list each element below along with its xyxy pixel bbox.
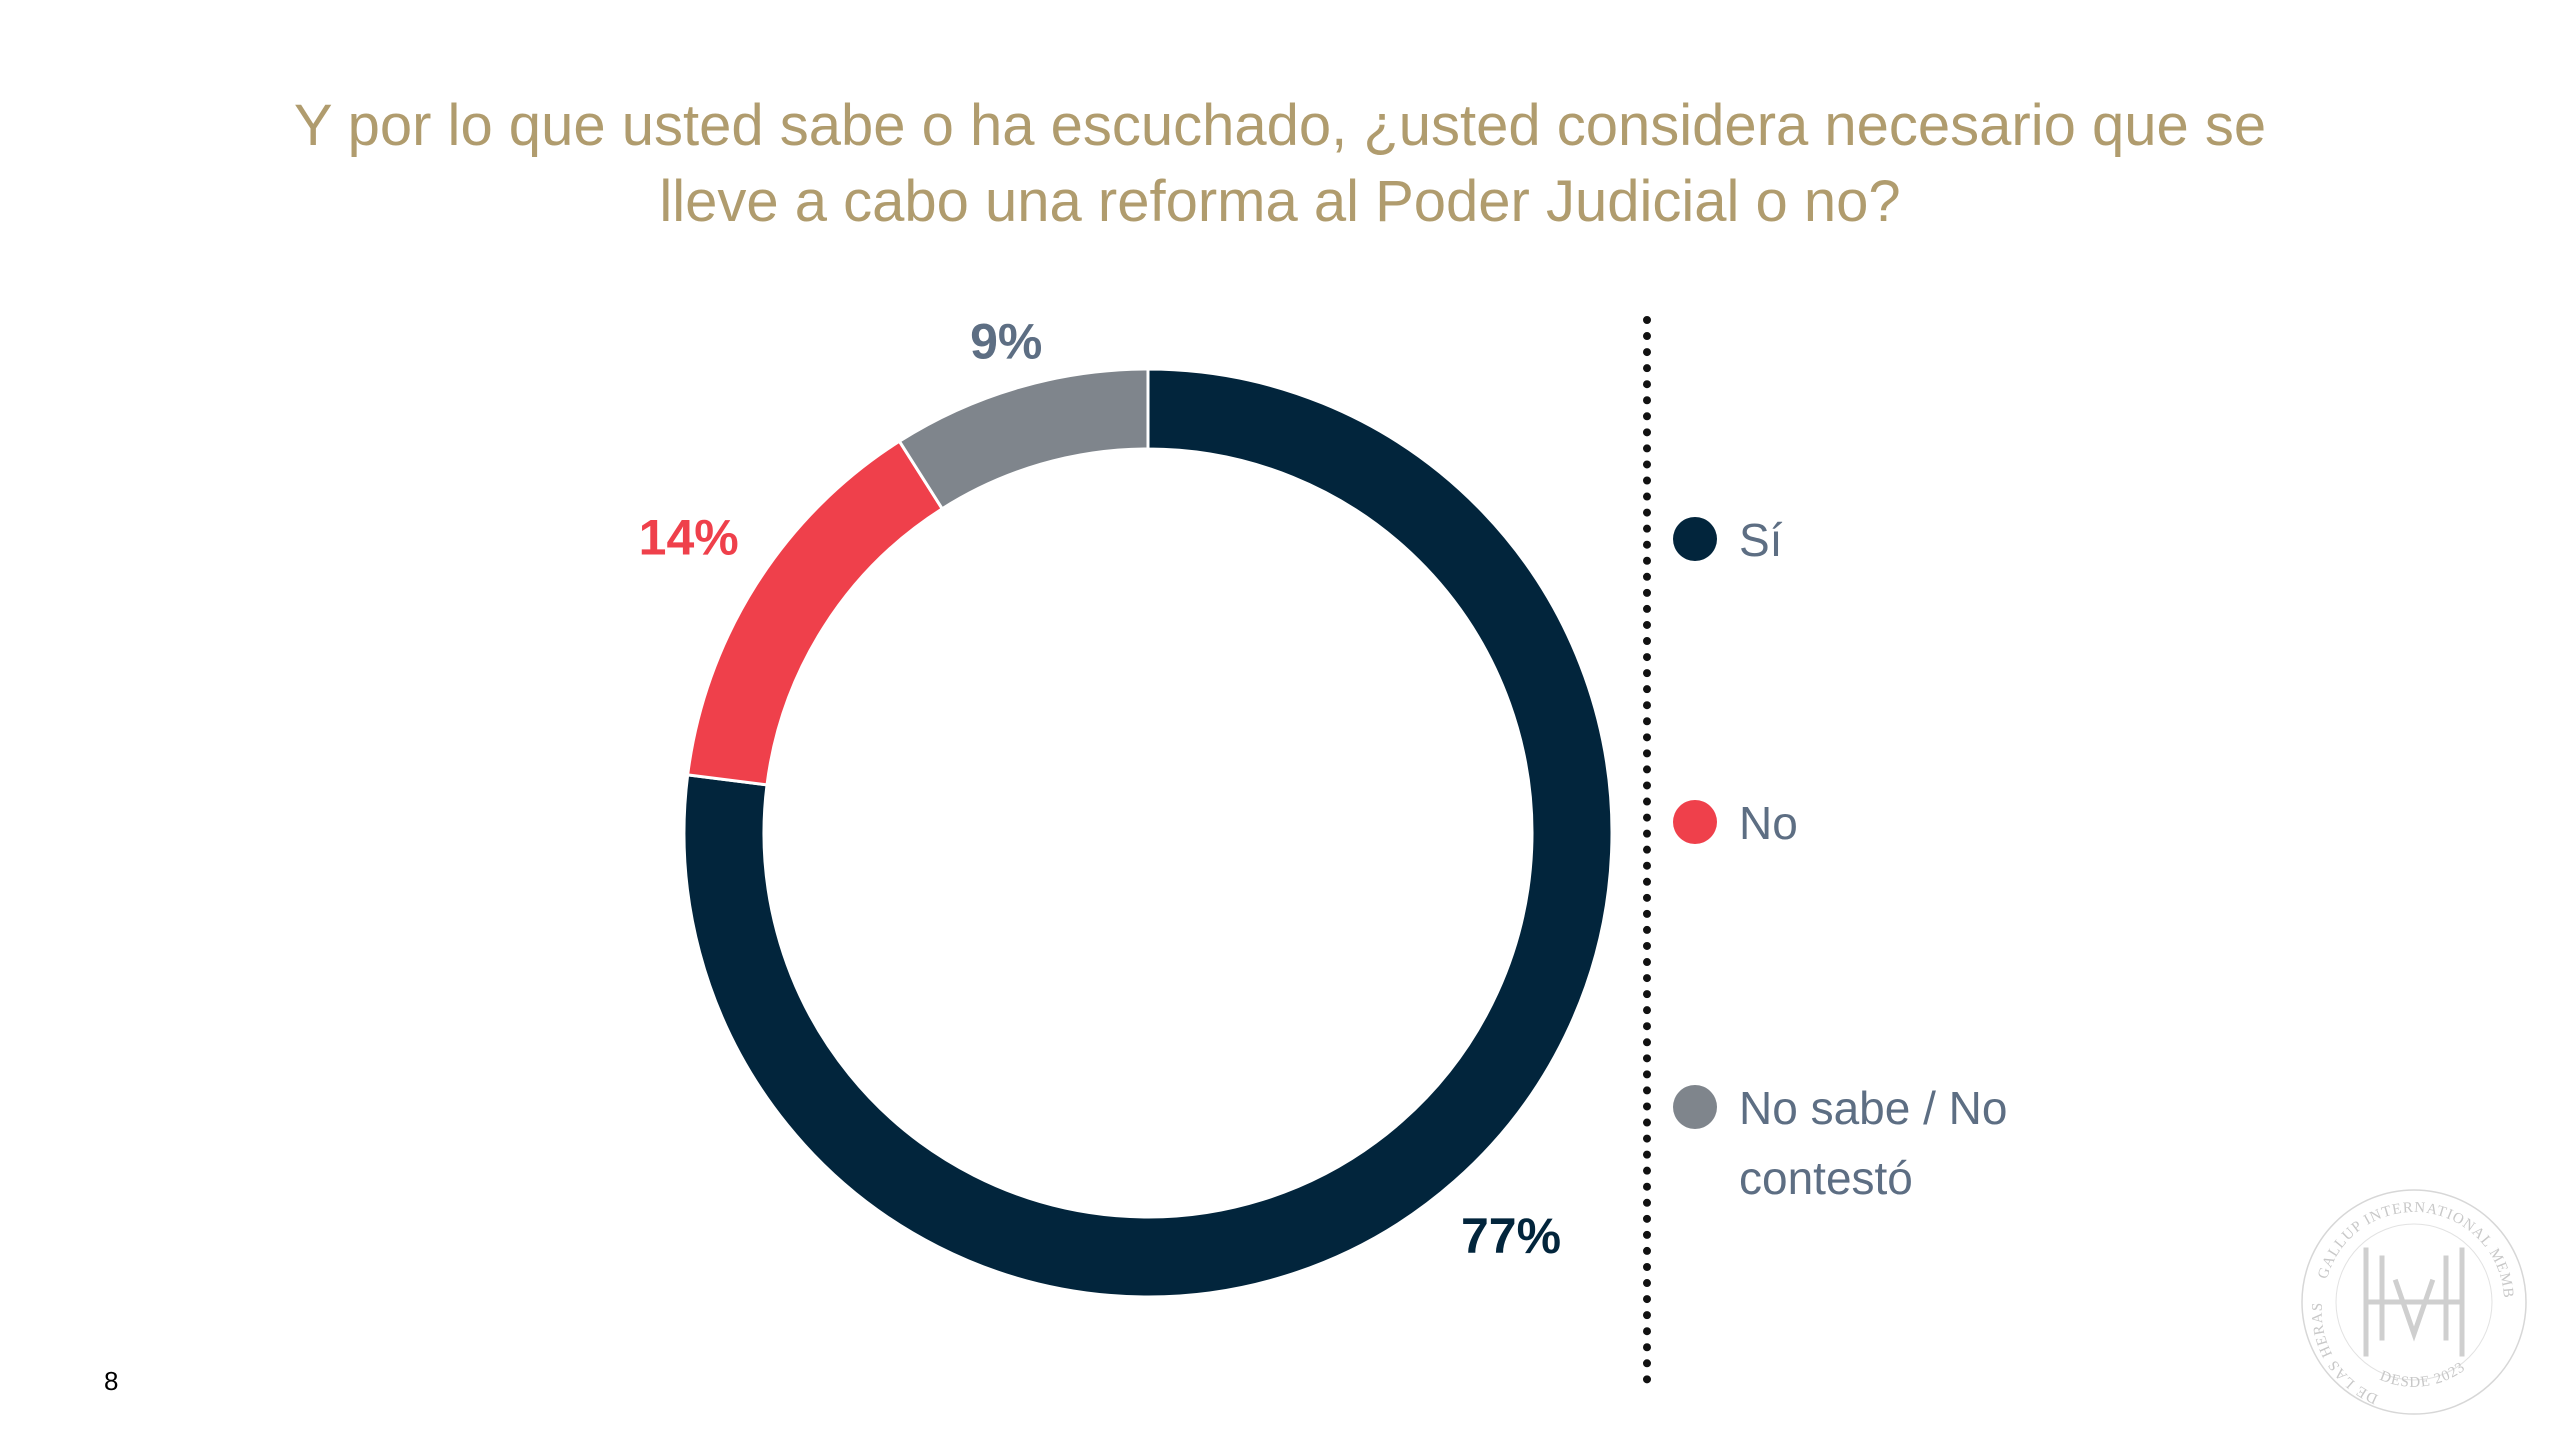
chart-title: Y por lo que usted sabe o ha escuchado, … xyxy=(0,88,2560,240)
svg-text:GALLUP INTERNATIONAL MEMBER: GALLUP INTERNATIONAL MEMBER xyxy=(2296,1184,2516,1299)
gallup-seal-logo: GALLUP INTERNATIONAL MEMBER DESDE 2023 D… xyxy=(2296,1184,2527,1415)
legend-item-no-sabe: No sabe / No contestó xyxy=(1673,1073,2099,1213)
legend-label-no: No xyxy=(1739,797,1798,849)
donut-slice-no xyxy=(685,439,945,787)
chart-title-line-2: lleve a cabo una reforma al Poder Judici… xyxy=(659,169,1901,234)
donut-slice-si xyxy=(682,367,1614,1299)
seal-ring-text-top: GALLUP INTERNATIONAL MEMBER xyxy=(2296,1184,2515,1299)
page-number: 8 xyxy=(104,1366,119,1396)
seal-ring-text-bottom: DESDE 2023 xyxy=(2378,1359,2468,1391)
legend-item-si: Sí xyxy=(1673,505,2099,575)
data-label-no: 14% xyxy=(639,510,739,566)
svg-text:DESDE 2023: DESDE 2023 xyxy=(2378,1359,2469,1391)
legend-swatch-no xyxy=(1673,800,1717,844)
chart-title-line-1: Y por lo que usted sabe o ha escuchado, … xyxy=(293,93,2267,158)
legend-swatch-no-sabe xyxy=(1673,1085,1717,1129)
legend-label-si: Sí xyxy=(1739,514,1783,566)
legend-label-no-sabe: No sabe / No contestó xyxy=(1739,1082,2008,1204)
dotted-divider xyxy=(1643,316,1651,1384)
legend-swatch-si xyxy=(1673,517,1717,561)
donut-slice-no-sabe xyxy=(897,367,1150,511)
legend-item-no: No xyxy=(1673,788,2099,858)
data-label-no-sabe: 9% xyxy=(970,313,1042,369)
data-label-si: 77% xyxy=(1461,1208,1561,1264)
